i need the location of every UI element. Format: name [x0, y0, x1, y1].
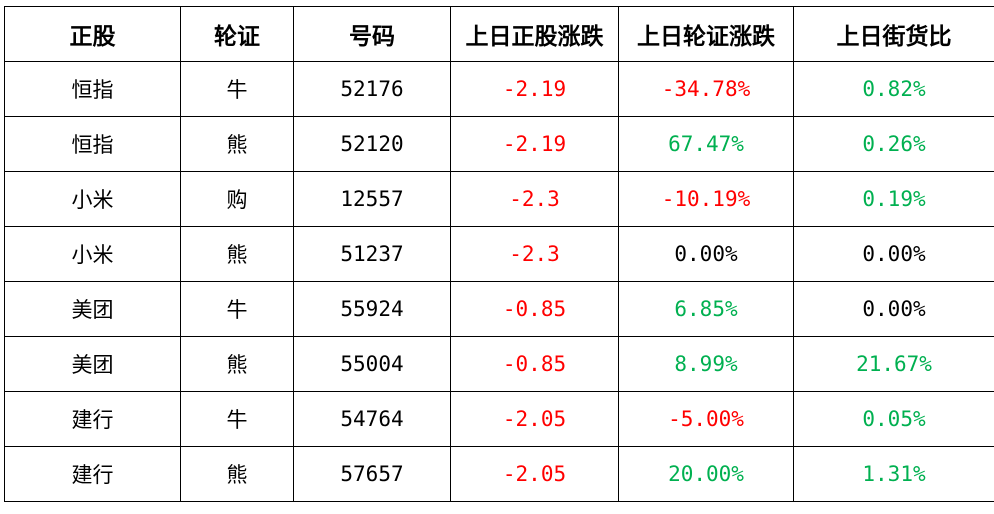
header-row: 正股 轮证 号码 上日正股涨跌 上日轮证涨跌 上日街货比 — [4, 6, 994, 62]
cell-warrant-type: 熊 — [180, 226, 294, 282]
cell-stock: 美团 — [4, 281, 181, 337]
cell-stock: 小米 — [4, 171, 181, 227]
cell-stock: 建行 — [4, 446, 181, 502]
cell-code: 55004 — [293, 336, 451, 392]
cell-stock-change: -2.3 — [450, 226, 619, 282]
cell-code: 51237 — [293, 226, 451, 282]
table-row: 美团牛 55924 -0.85 6.85% 0.00% — [4, 281, 994, 337]
table-row: 建行牛 54764 -2.05 -5.00% 0.05% — [4, 391, 994, 447]
cell-stock: 美团 — [4, 336, 181, 392]
table-row: 恒指牛 52176 -2.19 -34.78% 0.82% — [4, 61, 994, 117]
cell-code: 57657 — [293, 446, 451, 502]
cell-stock-change: -2.19 — [450, 61, 619, 117]
cell-stock-change: -2.19 — [450, 116, 619, 172]
cell-outstanding-ratio: 0.05% — [793, 391, 994, 447]
cell-outstanding-ratio: 1.31% — [793, 446, 994, 502]
table-header: 正股 轮证 号码 上日正股涨跌 上日轮证涨跌 上日街货比 — [4, 6, 994, 62]
cell-code: 52120 — [293, 116, 451, 172]
table-row: 美团熊 55004 -0.85 8.99% 21.67% — [4, 336, 994, 392]
cell-warrant-type: 熊 — [180, 336, 294, 392]
cell-stock-change: -0.85 — [450, 336, 619, 392]
cell-warrant-type: 购 — [180, 171, 294, 227]
header-code: 号码 — [293, 6, 451, 62]
cell-code: 52176 — [293, 61, 451, 117]
header-outstanding-ratio: 上日街货比 — [793, 6, 994, 62]
cell-stock-change: -2.3 — [450, 171, 619, 227]
cell-stock-change: -2.05 — [450, 391, 619, 447]
cell-code: 54764 — [293, 391, 451, 447]
cell-outstanding-ratio: 0.00% — [793, 226, 994, 282]
cell-warrant-change: -34.78% — [618, 61, 794, 117]
cell-warrant-change: 0.00% — [618, 226, 794, 282]
cell-outstanding-ratio: 0.26% — [793, 116, 994, 172]
cell-warrant-type: 牛 — [180, 281, 294, 337]
cell-warrant-type: 牛 — [180, 391, 294, 447]
cell-warrant-change: -10.19% — [618, 171, 794, 227]
table-row: 小米购 12557 -2.3 -10.19% 0.19% — [4, 171, 994, 227]
cell-warrant-type: 熊 — [180, 116, 294, 172]
cell-stock-change: -0.85 — [450, 281, 619, 337]
cell-stock: 恒指 — [4, 61, 181, 117]
cell-outstanding-ratio: 0.82% — [793, 61, 994, 117]
warrant-table: 正股 轮证 号码 上日正股涨跌 上日轮证涨跌 上日街货比 恒指牛 52176 -2.… — [4, 6, 994, 502]
cell-warrant-change: 6.85% — [618, 281, 794, 337]
header-warrant-type: 轮证 — [180, 6, 294, 62]
cell-stock-change: -2.05 — [450, 446, 619, 502]
cell-warrant-change: -5.00% — [618, 391, 794, 447]
cell-warrant-change: 20.00% — [618, 446, 794, 502]
cell-warrant-change: 67.47% — [618, 116, 794, 172]
cell-outstanding-ratio: 0.19% — [793, 171, 994, 227]
cell-warrant-change: 8.99% — [618, 336, 794, 392]
cell-stock: 建行 — [4, 391, 181, 447]
cell-stock: 恒指 — [4, 116, 181, 172]
cell-outstanding-ratio: 21.67% — [793, 336, 994, 392]
header-stock-change: 上日正股涨跌 — [450, 6, 619, 62]
header-warrant-change: 上日轮证涨跌 — [618, 6, 794, 62]
cell-warrant-type: 熊 — [180, 446, 294, 502]
header-stock: 正股 — [4, 6, 181, 62]
cell-warrant-type: 牛 — [180, 61, 294, 117]
cell-code: 12557 — [293, 171, 451, 227]
cell-outstanding-ratio: 0.00% — [793, 281, 994, 337]
table-row: 小米熊 51237 -2.3 0.00% 0.00% — [4, 226, 994, 282]
table-row: 建行熊 57657 -2.05 20.00% 1.31% — [4, 446, 994, 502]
table-row: 恒指熊 52120 -2.19 67.47% 0.26% — [4, 116, 994, 172]
cell-stock: 小米 — [4, 226, 181, 282]
table-body: 恒指牛 52176 -2.19 -34.78% 0.82% 恒指熊 52120 -2.19 67… — [4, 61, 994, 502]
cell-code: 55924 — [293, 281, 451, 337]
